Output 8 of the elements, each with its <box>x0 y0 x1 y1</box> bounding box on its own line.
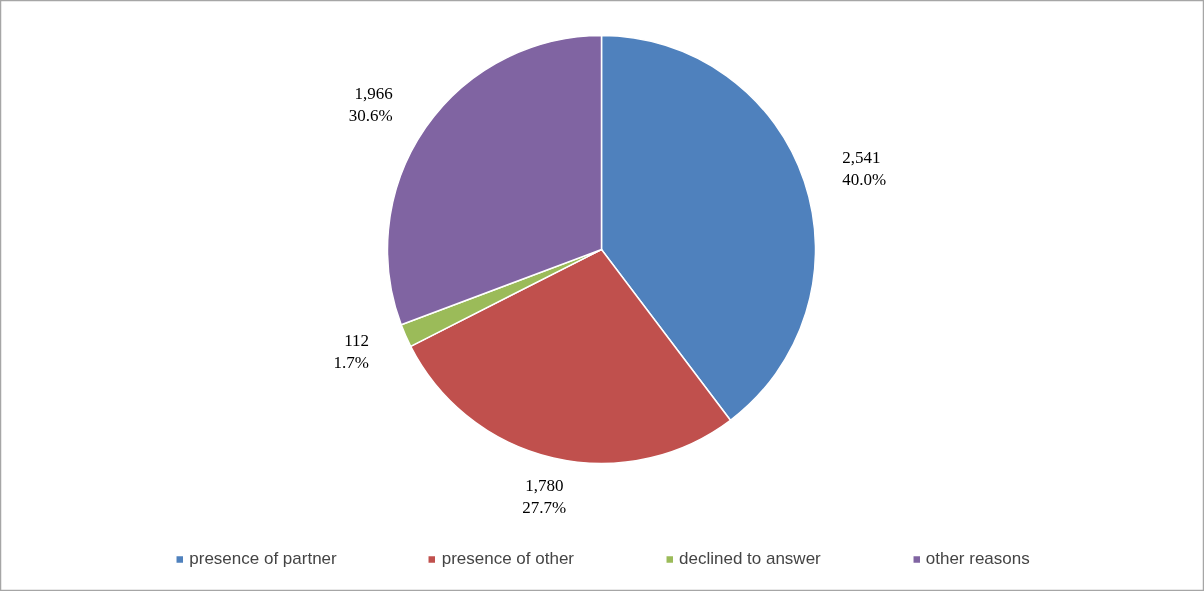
legend-label: other reasons <box>925 549 1030 569</box>
legend-label: presence of partner <box>189 549 337 569</box>
data-label: 1,966 30.6% <box>348 84 393 126</box>
legend-label: declined to answer <box>679 549 821 569</box>
data-label: 2,541 40.0% <box>842 148 887 190</box>
legend-label: presence of other <box>441 549 575 569</box>
data-label: 1,780 27.7% <box>522 476 567 518</box>
data-label: 112 1.7% <box>333 331 370 373</box>
